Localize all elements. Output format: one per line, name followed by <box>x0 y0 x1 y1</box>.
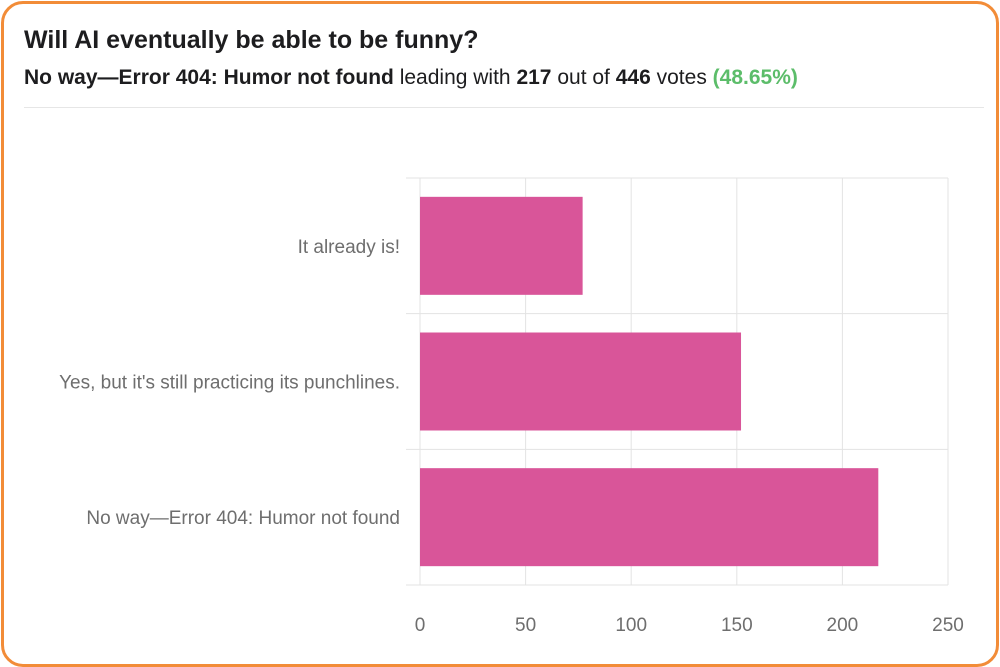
x-tick-label: 250 <box>932 615 964 636</box>
bar <box>420 196 583 295</box>
x-tick-label: 200 <box>827 615 859 636</box>
x-tick-label: 0 <box>415 615 426 636</box>
category-label: No way—Error 404: Humor not found <box>86 508 400 529</box>
poll-question: Will AI eventually be able to be funny? <box>24 26 479 54</box>
x-tick-label: 150 <box>721 615 753 636</box>
out-of-text: out of <box>557 66 610 89</box>
category-label: It already is! <box>298 237 400 258</box>
leader-percentage: (48.65%) <box>712 66 798 89</box>
leading-with-text: leading with <box>399 66 511 89</box>
leader-votes: 217 <box>516 66 552 89</box>
x-tick-label: 100 <box>615 615 647 636</box>
bar <box>420 468 879 567</box>
leading-option: No way—Error 404: Humor not found <box>24 66 394 89</box>
votes-text: votes <box>656 66 707 89</box>
x-tick-label: 50 <box>515 615 536 636</box>
category-label: Yes, but it's still practicing its punch… <box>59 373 400 394</box>
poll-summary: No way—Error 404: Humor not found leadin… <box>24 66 798 90</box>
bar <box>420 332 742 431</box>
header-divider <box>24 107 984 108</box>
total-votes: 446 <box>615 66 651 89</box>
